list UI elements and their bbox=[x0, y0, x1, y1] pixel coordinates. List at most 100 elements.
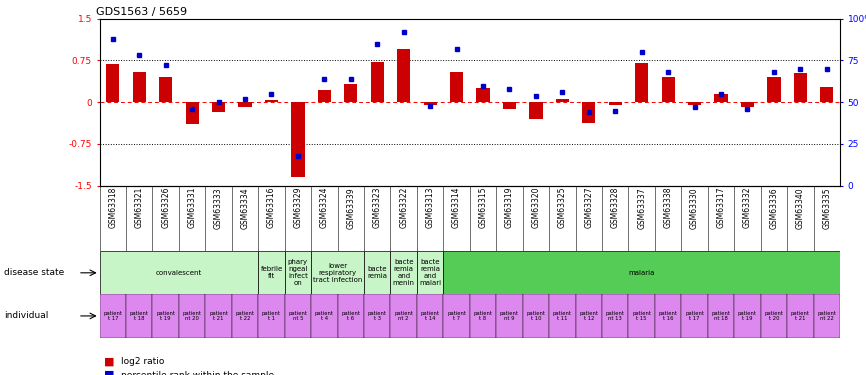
Bar bbox=[126, 294, 152, 338]
Text: GSM63317: GSM63317 bbox=[716, 187, 726, 228]
Text: patient
t 15: patient t 15 bbox=[632, 310, 651, 321]
Text: GSM63335: GSM63335 bbox=[823, 187, 831, 228]
Text: patient
t 7: patient t 7 bbox=[447, 310, 466, 321]
Bar bbox=[443, 294, 469, 338]
Bar bbox=[132, 72, 145, 102]
Bar bbox=[185, 102, 199, 125]
Text: bacte
remia: bacte remia bbox=[367, 266, 387, 279]
Bar bbox=[364, 251, 391, 294]
Bar bbox=[179, 294, 205, 338]
Bar bbox=[503, 102, 516, 109]
Text: GDS1563 / 5659: GDS1563 / 5659 bbox=[96, 7, 187, 16]
Bar bbox=[258, 251, 285, 294]
Text: GSM63327: GSM63327 bbox=[585, 187, 593, 228]
Bar bbox=[338, 294, 364, 338]
Bar bbox=[582, 102, 596, 123]
Bar bbox=[813, 294, 840, 338]
Bar bbox=[688, 102, 701, 105]
Text: patient
t 22: patient t 22 bbox=[236, 310, 255, 321]
Text: malaria: malaria bbox=[629, 270, 655, 276]
Bar bbox=[318, 90, 331, 102]
Text: patient
t 17: patient t 17 bbox=[685, 310, 704, 321]
Text: GSM63328: GSM63328 bbox=[611, 187, 620, 228]
Text: patient
t 6: patient t 6 bbox=[341, 310, 360, 321]
Text: patient
t 16: patient t 16 bbox=[659, 310, 677, 321]
Text: GSM63339: GSM63339 bbox=[346, 187, 355, 228]
Text: GSM63330: GSM63330 bbox=[690, 187, 699, 228]
Text: patient
t 1: patient t 1 bbox=[262, 310, 281, 321]
Bar bbox=[767, 77, 780, 102]
Text: bacte
remia
and
menin: bacte remia and menin bbox=[392, 260, 415, 286]
Text: patient
nt 2: patient nt 2 bbox=[394, 310, 413, 321]
Text: GSM63319: GSM63319 bbox=[505, 187, 514, 228]
Text: GSM63323: GSM63323 bbox=[372, 187, 382, 228]
Text: disease state: disease state bbox=[4, 268, 65, 278]
Bar bbox=[107, 64, 120, 102]
Text: patient
t 3: patient t 3 bbox=[368, 310, 387, 321]
Text: GSM63338: GSM63338 bbox=[663, 187, 673, 228]
Text: ■: ■ bbox=[104, 370, 114, 375]
Text: GSM63314: GSM63314 bbox=[452, 187, 461, 228]
Bar bbox=[100, 294, 126, 338]
Bar bbox=[423, 102, 436, 105]
Text: patient
nt 13: patient nt 13 bbox=[605, 310, 624, 321]
Text: GSM63340: GSM63340 bbox=[796, 187, 805, 228]
Bar bbox=[682, 294, 708, 338]
Text: phary
ngeal
infect
on: phary ngeal infect on bbox=[288, 260, 308, 286]
Bar bbox=[417, 251, 443, 294]
Text: patient
nt 20: patient nt 20 bbox=[183, 310, 202, 321]
Bar bbox=[496, 294, 523, 338]
Bar bbox=[397, 50, 410, 102]
Text: patient
nt 9: patient nt 9 bbox=[500, 310, 519, 321]
Text: patient
t 14: patient t 14 bbox=[421, 310, 440, 321]
Bar bbox=[760, 294, 787, 338]
Bar bbox=[476, 88, 489, 102]
Bar bbox=[285, 251, 311, 294]
Text: patient
t 8: patient t 8 bbox=[474, 310, 493, 321]
Bar bbox=[205, 294, 232, 338]
Bar bbox=[159, 77, 172, 102]
Text: log2 ratio: log2 ratio bbox=[121, 357, 165, 366]
Bar bbox=[311, 294, 338, 338]
Bar bbox=[371, 62, 384, 102]
Bar bbox=[291, 102, 305, 177]
Bar bbox=[708, 294, 734, 338]
Bar bbox=[212, 102, 225, 112]
Bar bbox=[794, 73, 807, 102]
Text: patient
t 10: patient t 10 bbox=[527, 310, 546, 321]
Bar bbox=[714, 94, 727, 102]
Text: patient
nt 18: patient nt 18 bbox=[712, 310, 731, 321]
Text: percentile rank within the sample: percentile rank within the sample bbox=[121, 370, 275, 375]
Bar bbox=[344, 84, 358, 102]
Bar bbox=[391, 251, 417, 294]
Text: patient
t 20: patient t 20 bbox=[765, 310, 784, 321]
Bar bbox=[450, 72, 463, 102]
Text: lower
respiratory
tract infection: lower respiratory tract infection bbox=[313, 263, 362, 283]
Text: GSM63318: GSM63318 bbox=[108, 187, 117, 228]
Bar bbox=[740, 102, 754, 106]
Text: ■: ■ bbox=[104, 357, 114, 367]
Text: patient
t 11: patient t 11 bbox=[553, 310, 572, 321]
Bar bbox=[152, 294, 179, 338]
Text: GSM63321: GSM63321 bbox=[135, 187, 144, 228]
Bar bbox=[258, 294, 285, 338]
Bar bbox=[734, 294, 760, 338]
Text: patient
t 17: patient t 17 bbox=[103, 310, 122, 321]
Text: patient
nt 5: patient nt 5 bbox=[288, 310, 307, 321]
Text: GSM63329: GSM63329 bbox=[294, 187, 302, 228]
Bar bbox=[556, 99, 569, 102]
Bar bbox=[232, 294, 258, 338]
Text: patient
t 18: patient t 18 bbox=[130, 310, 149, 321]
Bar bbox=[100, 251, 258, 294]
Bar bbox=[787, 294, 813, 338]
Bar bbox=[662, 77, 675, 102]
Text: GSM63336: GSM63336 bbox=[769, 187, 779, 228]
Bar bbox=[602, 294, 629, 338]
Text: patient
t 21: patient t 21 bbox=[791, 310, 810, 321]
Text: GSM63325: GSM63325 bbox=[558, 187, 567, 228]
Bar bbox=[523, 294, 549, 338]
Bar bbox=[529, 102, 542, 119]
Text: GSM63320: GSM63320 bbox=[532, 187, 540, 228]
Text: convalescent: convalescent bbox=[156, 270, 202, 276]
Bar bbox=[655, 294, 682, 338]
